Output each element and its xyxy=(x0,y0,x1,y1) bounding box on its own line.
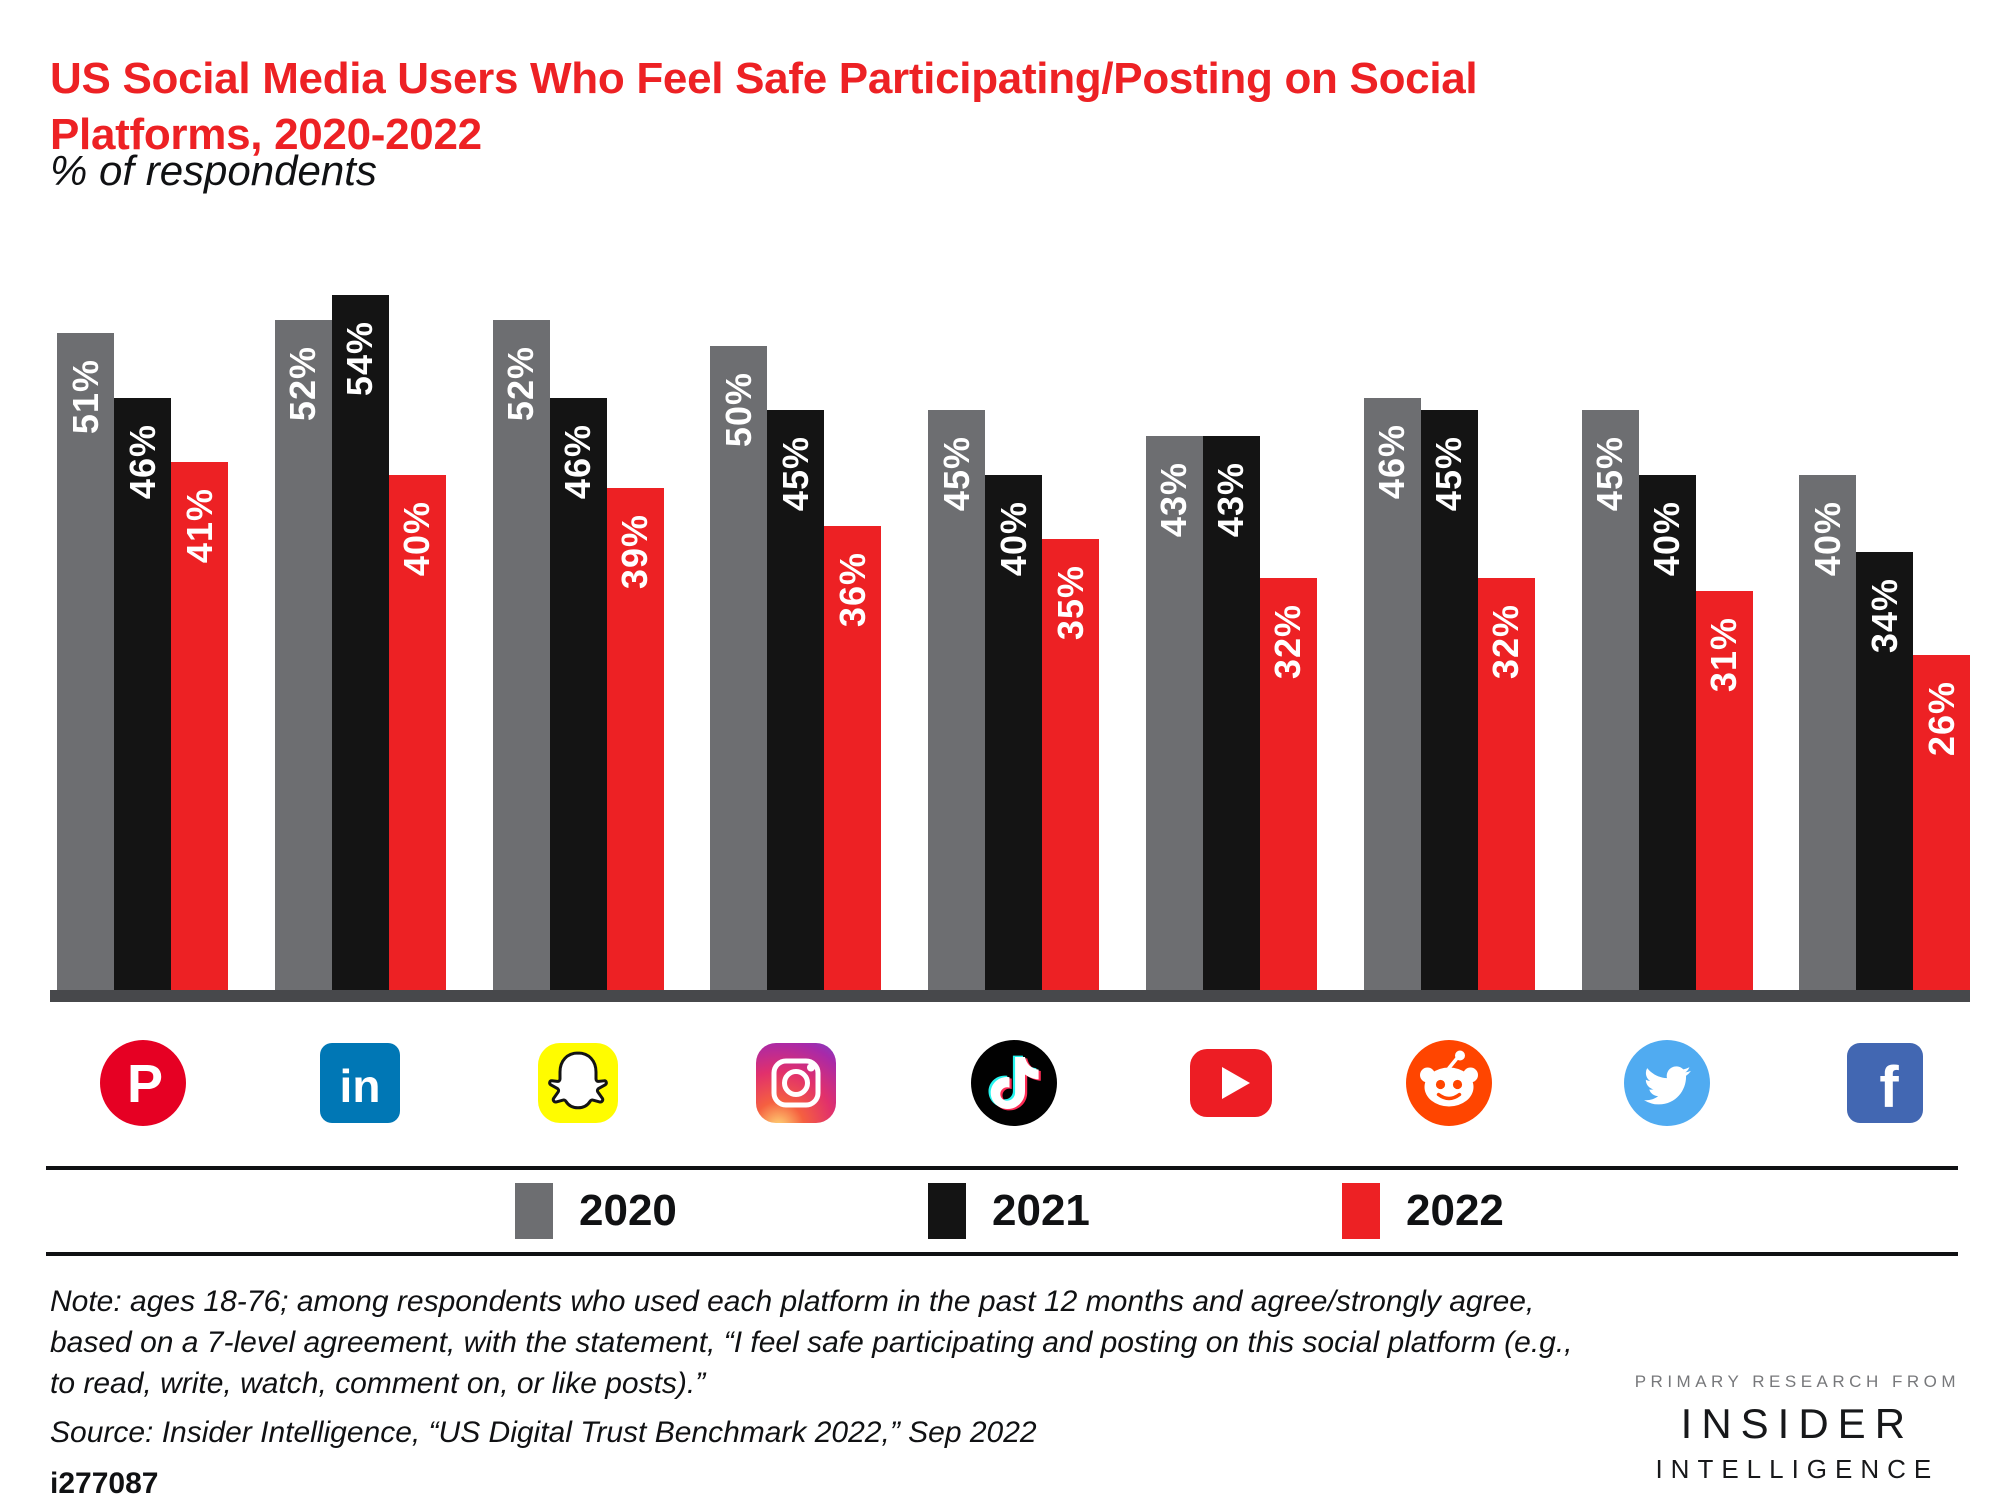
bar-value-label: 45% xyxy=(1428,436,1470,512)
bar-value-label: 40% xyxy=(992,501,1034,577)
bar-facebook-2020: 40% xyxy=(1799,475,1857,990)
bar-value-label: 41% xyxy=(178,488,220,564)
bar-linkedin-2020: 52% xyxy=(274,320,332,990)
bar-value-label: 26% xyxy=(1920,681,1962,757)
bar-snapchat-2022: 39% xyxy=(606,488,664,990)
bar-reddit-2022: 32% xyxy=(1477,578,1535,990)
brand-tagline: PRIMARY RESEARCH FROM xyxy=(1634,1372,1960,1391)
bar-value-label: 36% xyxy=(831,552,873,628)
bar-value-label: 35% xyxy=(1049,565,1091,641)
bar-reddit-2021: 45% xyxy=(1420,410,1478,990)
legend-item-2021: 2021 xyxy=(928,1183,1090,1239)
bar-linkedin-2021: 54% xyxy=(331,295,389,990)
tiktok-icon xyxy=(970,1039,1058,1127)
brand-name-insider: INSIDER xyxy=(1680,1400,1915,1447)
legend-divider-top xyxy=(46,1166,1958,1170)
page-subtitle: % of respondents xyxy=(50,147,377,194)
legend-swatch xyxy=(1342,1183,1380,1239)
bar-facebook-2022: 26% xyxy=(1913,655,1971,990)
bar-instagram-2020: 50% xyxy=(710,346,768,990)
instagram-icon xyxy=(752,1039,840,1127)
bar-snapchat-2020: 52% xyxy=(492,320,550,990)
reddit-icon xyxy=(1405,1039,1493,1127)
legend-label: 2022 xyxy=(1406,1186,1504,1235)
bar-value-label: 43% xyxy=(1153,462,1195,538)
legend-item-2022: 2022 xyxy=(1342,1183,1504,1239)
svg-text:P: P xyxy=(126,1054,162,1114)
bar-value-label: 45% xyxy=(1589,436,1630,512)
legend-item-2020: 2020 xyxy=(515,1183,677,1239)
insider-intelligence-logo: PRIMARY RESEARCH FROM INSIDER INTELLIGEN… xyxy=(1635,1372,1960,1485)
bar-youtube-2020: 43% xyxy=(1145,436,1203,990)
bar-twitter-2022: 31% xyxy=(1695,591,1753,990)
bar-reddit-2020: 46% xyxy=(1363,398,1421,990)
bar-value-label: 34% xyxy=(1863,578,1905,654)
bar-pinterest-2022: 41% xyxy=(171,462,228,990)
bar-tiktok-2021: 40% xyxy=(985,475,1043,990)
twitter-icon xyxy=(1623,1039,1711,1127)
facebook-icon: f xyxy=(1841,1039,1929,1127)
legend-label: 2020 xyxy=(579,1186,677,1235)
svg-text:in: in xyxy=(340,1060,381,1112)
bar-linkedin-2022: 40% xyxy=(388,475,446,990)
bar-snapchat-2021: 46% xyxy=(549,398,607,990)
bar-tiktok-2020: 45% xyxy=(928,410,986,990)
bar-value-label: 40% xyxy=(1806,501,1848,577)
bar-value-label: 31% xyxy=(1703,617,1744,693)
chart-id: i277087 xyxy=(50,1467,159,1500)
bar-twitter-2021: 40% xyxy=(1638,475,1696,990)
x-axis-baseline xyxy=(50,990,1970,1002)
bar-value-label: 32% xyxy=(1267,604,1309,680)
bar-value-label: 46% xyxy=(121,424,163,500)
bar-value-label: 51% xyxy=(64,359,106,435)
legend-divider-bottom xyxy=(46,1252,1958,1256)
bar-value-label: 40% xyxy=(1646,501,1687,577)
bar-value-label: 39% xyxy=(614,514,656,590)
footnote: Note: ages 18-76; among respondents who … xyxy=(50,1285,1573,1401)
bar-value-label: 54% xyxy=(339,321,381,397)
legend-swatch xyxy=(515,1183,553,1239)
svg-text:f: f xyxy=(1879,1055,1899,1120)
bar-value-label: 32% xyxy=(1485,604,1527,680)
snapchat-icon xyxy=(534,1039,622,1127)
bar-pinterest-2021: 46% xyxy=(114,398,171,990)
youtube-icon xyxy=(1187,1039,1275,1127)
bar-youtube-2022: 32% xyxy=(1259,578,1317,990)
bar-pinterest-2020: 51% xyxy=(57,333,114,990)
source-line: Source: Insider Intelligence, “US Digita… xyxy=(50,1416,1037,1450)
bar-facebook-2021: 34% xyxy=(1856,552,1914,990)
bar-twitter-2020: 45% xyxy=(1581,410,1639,990)
bar-value-label: 52% xyxy=(500,346,542,422)
page-title: US Social Media Users Who Feel Safe Part… xyxy=(50,54,1478,160)
footer: Note: ages 18-76; among respondents who … xyxy=(50,1281,1580,1500)
bar-value-label: 52% xyxy=(282,346,324,422)
bar-value-label: 46% xyxy=(1371,424,1413,500)
bar-instagram-2022: 36% xyxy=(824,526,882,990)
bar-value-label: 45% xyxy=(935,436,977,512)
bar-value-label: 46% xyxy=(557,424,599,500)
brand-name-intelligence: INTELLIGENCE xyxy=(1655,1454,1940,1484)
bar-value-label: 45% xyxy=(774,436,816,512)
legend-label: 2021 xyxy=(992,1186,1090,1235)
pinterest-icon: P xyxy=(99,1039,187,1127)
linkedin-icon: in xyxy=(316,1039,404,1127)
legend-swatch xyxy=(928,1183,966,1239)
bar-instagram-2021: 45% xyxy=(767,410,825,990)
bar-value-label: 50% xyxy=(717,372,759,448)
bar-tiktok-2022: 35% xyxy=(1042,539,1100,990)
bar-value-label: 43% xyxy=(1210,462,1252,538)
bar-value-label: 40% xyxy=(396,501,438,577)
bar-youtube-2021: 43% xyxy=(1202,436,1260,990)
